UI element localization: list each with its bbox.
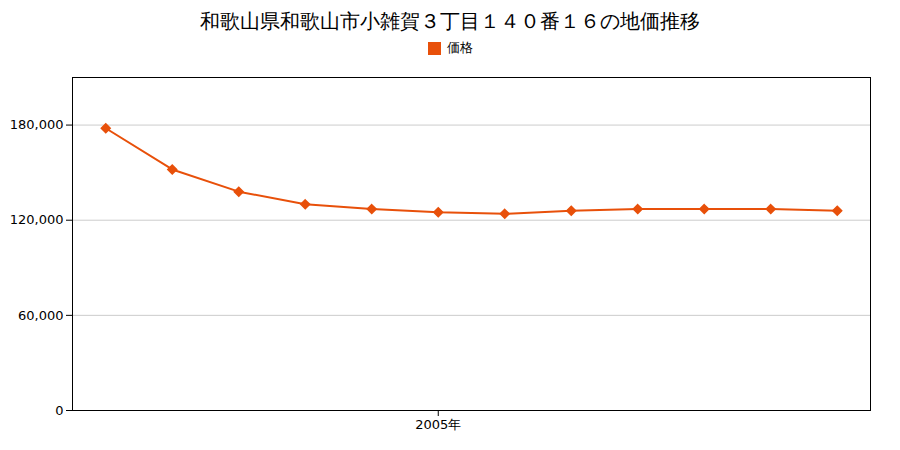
svg-text:180,000: 180,000 — [10, 117, 64, 132]
svg-text:60,000: 60,000 — [18, 308, 64, 323]
html-text:和歌山県和歌山市小雑賀３丁目１４０番１６の地価推移: 和歌山県和歌山市小雑賀３丁目１４０番１６の地価推移 — [200, 9, 700, 33]
html-text:価格: 価格 — [446, 40, 473, 55]
svg-text:0: 0 — [55, 403, 63, 418]
svg-text:120,000: 120,000 — [10, 212, 64, 227]
svg-text:2005年: 2005年 — [415, 417, 461, 432]
